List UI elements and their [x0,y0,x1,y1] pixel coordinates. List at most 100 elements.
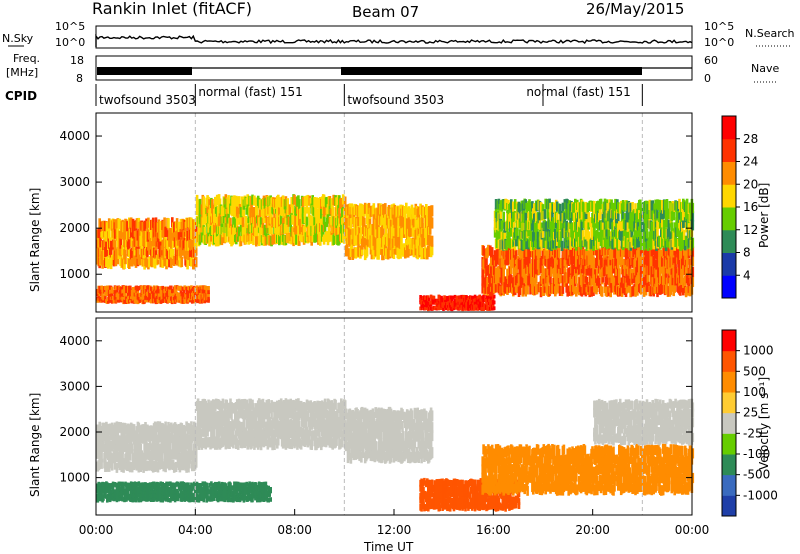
echo-cell [525,202,528,213]
echo-cell [349,218,353,230]
echo-cell [294,215,297,226]
echo-cell [171,248,175,259]
echo-cell [620,255,624,266]
echo-cell [130,443,134,454]
echo-cell [260,224,264,235]
echo-cell [668,231,672,242]
echo-cell [115,444,119,455]
echo-cell [673,222,676,233]
echo-cell [147,217,150,228]
echo-cell [235,195,238,206]
echo-cell [98,292,101,297]
echo-cell [575,286,578,297]
echo-cell [197,226,201,237]
echo-cell [593,219,596,230]
echo-cell [139,461,143,472]
echo-cell [363,202,367,214]
echo-cell [691,211,695,222]
echo-cell [629,202,632,214]
echo-cell [537,264,541,275]
echo-cell [236,439,240,450]
echo-cell [312,205,315,216]
echo-cell [671,275,675,286]
echo-cell [636,285,639,296]
echo-cell [123,299,126,304]
echo-cell [146,247,149,258]
echo-cell [198,208,202,219]
echo-cell [687,218,691,230]
echo-cell [194,257,198,268]
echo-cell [405,239,408,251]
echo-cell [506,255,509,266]
echo-cell [343,196,347,207]
echo-cell [617,258,620,269]
echo-cell [98,459,101,470]
echo-cell [425,234,428,246]
echo-cell [670,222,674,233]
echo-cell [264,421,268,432]
echo-cell [558,285,562,296]
echo-cell [394,234,398,246]
colorbar-tick-label: 20 [743,177,758,191]
echo-cell [249,398,252,409]
echo-cell [126,221,129,232]
echo-cell [244,427,248,438]
echo-cell [646,255,650,266]
echo-cell [234,224,237,235]
echo-cell [150,257,154,268]
y-tick-label: 1000 [59,267,90,281]
echo-cell [414,218,418,230]
echo-cell [115,289,119,294]
echo-cell [157,219,161,230]
echo-cell [117,298,121,303]
echo-cell [181,286,185,291]
echo-cell [596,229,599,240]
echo-cell [586,202,590,213]
echo-cell [626,227,630,238]
echo-cell [196,292,200,297]
echo-cell [557,258,561,269]
beam-title: Beam 07 [352,3,419,21]
echo-cell [110,286,114,291]
echo-cell [262,410,266,421]
echo-cell [252,234,255,246]
echo-cell [136,292,140,297]
echo-cell [527,226,530,237]
echo-cell [665,199,669,210]
echo-cell [640,266,644,277]
echo-cell [661,256,664,267]
echo-cell [172,292,176,297]
echo-cell [508,231,511,242]
echo-cell [207,292,210,297]
echo-cell [125,288,128,294]
echo-cell [271,234,274,245]
echo-cell [659,274,662,286]
echo-cell [178,293,182,298]
echo-cell [539,263,543,274]
echo-cell [354,234,357,246]
echo-cell [307,207,311,218]
echo-cell [268,223,271,235]
echo-cell [163,256,166,267]
echo-cell [575,263,578,274]
echo-cell [514,249,518,260]
echo-cell [205,216,208,227]
echo-cell [506,284,509,295]
echo-cell [620,245,624,256]
echo-cell [617,213,620,224]
echo-cell [299,439,303,450]
echo-cell [210,231,213,242]
echo-cell [571,222,574,233]
echo-cell [228,226,231,237]
echo-cell [320,214,323,225]
echo-cell [348,235,352,247]
echo-cell [152,450,156,461]
echo-cell [376,215,379,227]
echo-cell [467,300,470,305]
echo-cell [235,411,239,422]
echo-cell [262,207,266,218]
echo-cell [662,219,666,230]
echo-cell [590,219,593,230]
echo-cell [664,284,668,295]
